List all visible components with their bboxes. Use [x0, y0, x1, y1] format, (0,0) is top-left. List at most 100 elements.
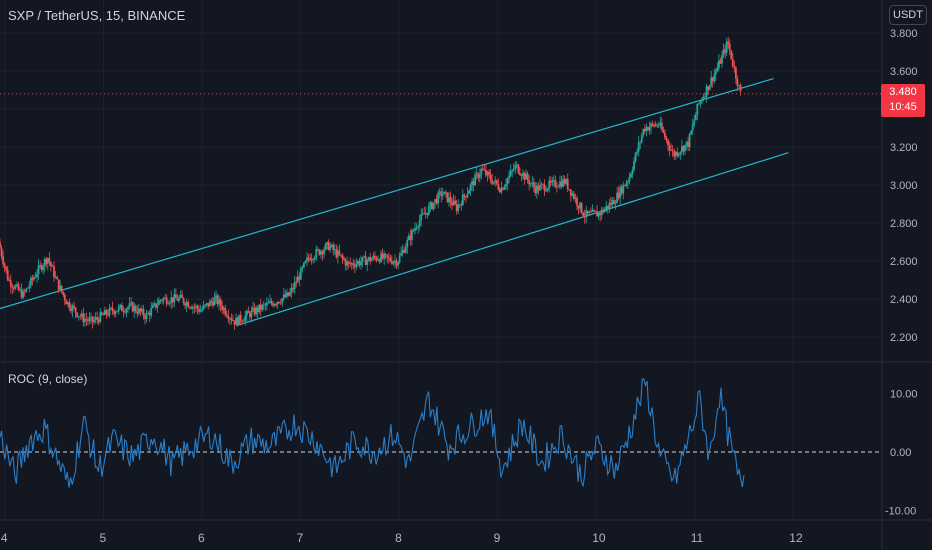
- candle-body: [637, 142, 640, 152]
- candle-body: [62, 291, 65, 295]
- candle-body: [188, 307, 191, 309]
- candle-body: [165, 297, 168, 304]
- candle-body: [83, 319, 86, 323]
- candle-body: [589, 211, 592, 213]
- candle-body: [480, 168, 483, 175]
- candle-body: [509, 170, 512, 176]
- candle-body: [525, 173, 527, 180]
- candle-body: [304, 260, 307, 263]
- candle-body: [697, 103, 700, 105]
- candle-body: [574, 197, 577, 199]
- candle-body: [148, 312, 151, 316]
- price-tick-label: 3.600: [890, 66, 918, 78]
- candle-body: [16, 284, 18, 286]
- candle-body: [560, 181, 563, 187]
- candle-body: [295, 282, 298, 284]
- candle-body: [483, 169, 486, 171]
- candle-body: [0, 248, 3, 257]
- candle-body: [273, 304, 276, 306]
- candle-body: [264, 304, 267, 306]
- candle-body: [63, 294, 66, 301]
- candle-body: [475, 173, 478, 175]
- candle-body: [573, 193, 575, 199]
- candle-body: [252, 307, 254, 311]
- candle-body: [48, 258, 51, 263]
- candle-body: [466, 193, 469, 198]
- candle-body: [134, 306, 137, 312]
- candle-body: [363, 256, 365, 258]
- candle-body: [633, 160, 635, 170]
- candle-body: [99, 312, 102, 323]
- candle-body: [259, 304, 262, 310]
- candle-body: [19, 289, 21, 291]
- candle-body: [582, 212, 585, 216]
- candle-body: [187, 302, 190, 308]
- candle-body: [474, 174, 477, 186]
- bar-countdown: 10:45: [889, 101, 917, 113]
- candle-body: [579, 202, 581, 209]
- candle-body: [31, 277, 34, 280]
- candle-body: [657, 125, 660, 127]
- candle-body: [380, 253, 382, 263]
- candle-body: [202, 305, 205, 310]
- candle-body: [414, 228, 416, 231]
- candle-body: [107, 314, 109, 316]
- candle-body: [213, 297, 216, 306]
- candle-body: [554, 179, 557, 187]
- roc-tick-label: 10.00: [890, 389, 918, 401]
- candle-body: [407, 235, 410, 241]
- candle-body: [631, 169, 634, 174]
- candle-body: [267, 302, 270, 304]
- candle-body: [70, 308, 72, 312]
- candle-body: [5, 266, 8, 271]
- candle-body: [651, 123, 654, 125]
- candle-body: [281, 298, 284, 303]
- candle-body: [705, 86, 708, 97]
- candle-body: [87, 320, 89, 322]
- candle-body: [520, 174, 523, 177]
- currency-selector[interactable]: USDT: [889, 5, 927, 25]
- candle-body: [333, 249, 336, 251]
- candle-body: [583, 215, 586, 218]
- candle-body: [722, 49, 725, 55]
- candle-body: [687, 141, 689, 147]
- candle-body: [383, 253, 386, 259]
- candle-body: [481, 168, 484, 170]
- candle-body: [122, 311, 125, 312]
- candle-body: [156, 304, 159, 308]
- candle-body: [289, 292, 291, 296]
- candle-body: [594, 211, 597, 212]
- candle-body: [643, 128, 646, 132]
- candle-body: [443, 191, 446, 195]
- candle-body: [191, 306, 194, 309]
- candle-body: [498, 189, 501, 193]
- candle-body: [127, 307, 129, 310]
- candle-body: [344, 260, 347, 266]
- candle-body: [727, 41, 730, 45]
- candle-body: [471, 181, 473, 185]
- candle-body: [539, 185, 541, 191]
- candle-body: [429, 202, 432, 207]
- candle-body: [43, 258, 46, 267]
- candle-body: [461, 194, 464, 206]
- candle-body: [449, 197, 452, 203]
- candle-body: [94, 317, 97, 321]
- candle-body: [343, 258, 345, 261]
- candle-body: [45, 258, 48, 264]
- candle-body: [20, 289, 23, 298]
- candle-body: [230, 318, 233, 321]
- candle-body: [640, 135, 643, 142]
- candle-body: [79, 316, 82, 318]
- last-price-tag: 3.480 10:45: [881, 84, 925, 117]
- candle-body: [176, 298, 179, 301]
- roc-indicator-label[interactable]: ROC (9, close): [8, 372, 88, 386]
- candle-body: [53, 266, 55, 278]
- candle-body: [319, 251, 322, 255]
- candle-body: [593, 209, 595, 212]
- candle-body: [389, 257, 392, 262]
- time-tick-label: 10: [592, 531, 606, 545]
- candle-body: [366, 260, 369, 265]
- candle-body: [515, 164, 518, 166]
- candle-body: [636, 151, 639, 153]
